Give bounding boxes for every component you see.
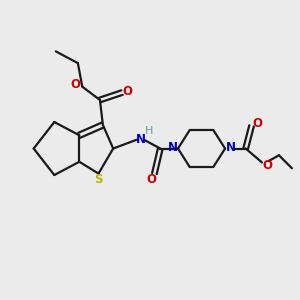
Text: O: O <box>146 173 157 186</box>
Text: N: N <box>225 141 236 154</box>
Text: N: N <box>168 141 178 154</box>
Text: H: H <box>145 126 153 136</box>
Text: O: O <box>263 159 273 172</box>
Text: N: N <box>136 133 146 146</box>
Text: O: O <box>71 78 81 91</box>
Text: O: O <box>122 85 132 98</box>
Text: S: S <box>94 173 103 186</box>
Text: O: O <box>252 117 262 130</box>
